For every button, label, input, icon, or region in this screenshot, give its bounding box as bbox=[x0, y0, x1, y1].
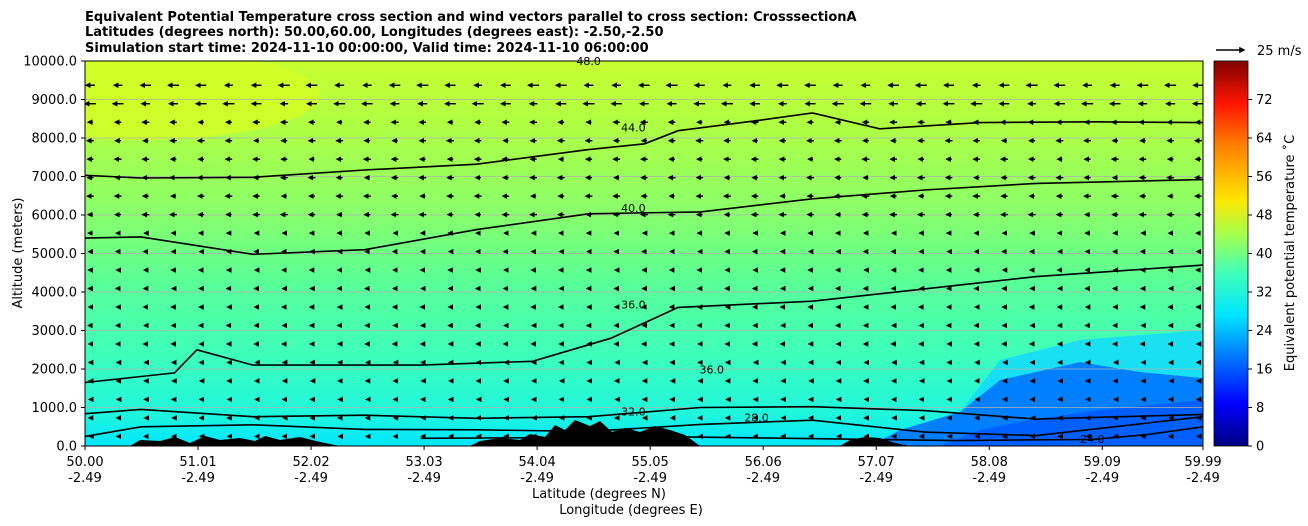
x-axis-label-latitude: Latitude (degrees N) bbox=[532, 487, 666, 502]
colorbar-tick-label: 48 bbox=[1256, 209, 1273, 224]
y-tick-label: 5000.0 bbox=[32, 247, 78, 262]
x-tick-label-lat: 58.08 bbox=[971, 455, 1008, 470]
terrain bbox=[130, 420, 910, 446]
x-tick-label-lat: 56.06 bbox=[745, 455, 782, 470]
colorbar-label: Equivalent potential temperature ˚C bbox=[1282, 135, 1298, 371]
y-tick-label: 10000.0 bbox=[23, 55, 77, 70]
contour-36.0 bbox=[85, 264, 1203, 384]
x-tick-label-lon: -2.49 bbox=[972, 471, 1006, 486]
x-axis: 50.00-2.4951.01-2.4952.02-2.4953.03-2.49… bbox=[66, 446, 1222, 486]
x-tick-label-lat: 50.00 bbox=[66, 455, 103, 470]
x-tick-label-lon: -2.49 bbox=[520, 471, 554, 486]
x-axis-label-longitude: Longitude (degrees E) bbox=[559, 503, 703, 518]
x-tick-label-lat: 59.09 bbox=[1084, 455, 1121, 470]
contour-label: 44.0 bbox=[621, 121, 646, 134]
contour-label: 36.0 bbox=[699, 364, 724, 377]
x-tick-label-lon: -2.49 bbox=[1085, 471, 1119, 486]
chart-title-line-3: Simulation start time: 2024-11-10 00:00:… bbox=[85, 41, 649, 56]
x-tick-label-lon: -2.49 bbox=[294, 471, 328, 486]
x-tick-label-lon: -2.49 bbox=[68, 471, 102, 486]
y-tick-label: 4000.0 bbox=[32, 286, 78, 301]
x-tick-label-lat: 51.01 bbox=[179, 455, 216, 470]
chart-title-line-1: Equivalent Potential Temperature cross s… bbox=[85, 10, 857, 25]
x-tick-label-lat: 52.02 bbox=[292, 455, 329, 470]
colorbar-tick-label: 32 bbox=[1256, 286, 1273, 301]
y-tick-label: 7000.0 bbox=[32, 170, 78, 185]
contour-label: 28.0 bbox=[744, 411, 769, 424]
colorbar-ticks: 0 8 16 24 32 40 48 56 64 72 bbox=[1248, 93, 1273, 455]
y-tick-label: 9000.0 bbox=[32, 93, 78, 108]
colorbar bbox=[1214, 61, 1248, 446]
x-tick-label-lon: -2.49 bbox=[633, 471, 667, 486]
x-tick-label-lon: -2.49 bbox=[407, 471, 441, 486]
contour-label: 36.0 bbox=[621, 298, 646, 311]
y-axis: 0.0 1000.0 2000.0 3000.0 4000.0 5000.0 6000.0 7… bbox=[23, 55, 85, 455]
cool-band-right bbox=[960, 330, 1203, 412]
y-tick-label: 0.0 bbox=[56, 440, 77, 455]
y-tick-label: 1000.0 bbox=[32, 401, 78, 416]
contour-label: 40.0 bbox=[621, 202, 646, 215]
x-tick-label-lon: -2.49 bbox=[746, 471, 780, 486]
colorbar-tick-label: 0 bbox=[1256, 440, 1264, 455]
colorbar-tick-label: 72 bbox=[1256, 93, 1273, 108]
contour-labels: 48.044.040.036.036.032.0 28.024.0 bbox=[576, 55, 1105, 446]
contour-label: 32.0 bbox=[621, 406, 646, 419]
x-tick-label-lon: -2.49 bbox=[1186, 471, 1220, 486]
colorbar-tick-label: 24 bbox=[1256, 324, 1273, 339]
wind-vectors bbox=[85, 82, 1203, 440]
x-tick-label-lat: 59.99 bbox=[1184, 455, 1221, 470]
colorbar-tick-label: 56 bbox=[1256, 170, 1273, 185]
y-tick-label: 6000.0 bbox=[32, 209, 78, 224]
x-tick-label-lon: -2.49 bbox=[859, 471, 893, 486]
colorbar-tick-label: 8 bbox=[1256, 401, 1264, 416]
x-tick-label-lat: 57.07 bbox=[858, 455, 895, 470]
x-tick-label-lat: 55.05 bbox=[632, 455, 669, 470]
x-tick-label-lat: 54.04 bbox=[519, 455, 556, 470]
colorbar-tick-label: 64 bbox=[1256, 132, 1273, 147]
contour-44.0 bbox=[85, 112, 1203, 179]
x-tick-label-lat: 53.03 bbox=[405, 455, 442, 470]
y-axis-label: Altitude (meters) bbox=[11, 198, 26, 309]
colorbar-tick-label: 40 bbox=[1256, 247, 1273, 262]
contour-32.0 bbox=[85, 405, 1203, 420]
y-tick-label: 3000.0 bbox=[32, 324, 78, 339]
contour-40.0 bbox=[85, 178, 1203, 256]
colorbar-tick-label: 16 bbox=[1256, 363, 1273, 378]
y-tick-label: 2000.0 bbox=[32, 363, 78, 378]
quiver-key-label: 25 m/s bbox=[1257, 44, 1302, 59]
chart-title-line-2: Latitudes (degrees north): 50.00,60.00, … bbox=[85, 25, 664, 40]
x-tick-label-lon: -2.49 bbox=[181, 471, 215, 486]
y-tick-label: 8000.0 bbox=[32, 132, 78, 147]
contour-label: 24.0 bbox=[1080, 433, 1105, 446]
